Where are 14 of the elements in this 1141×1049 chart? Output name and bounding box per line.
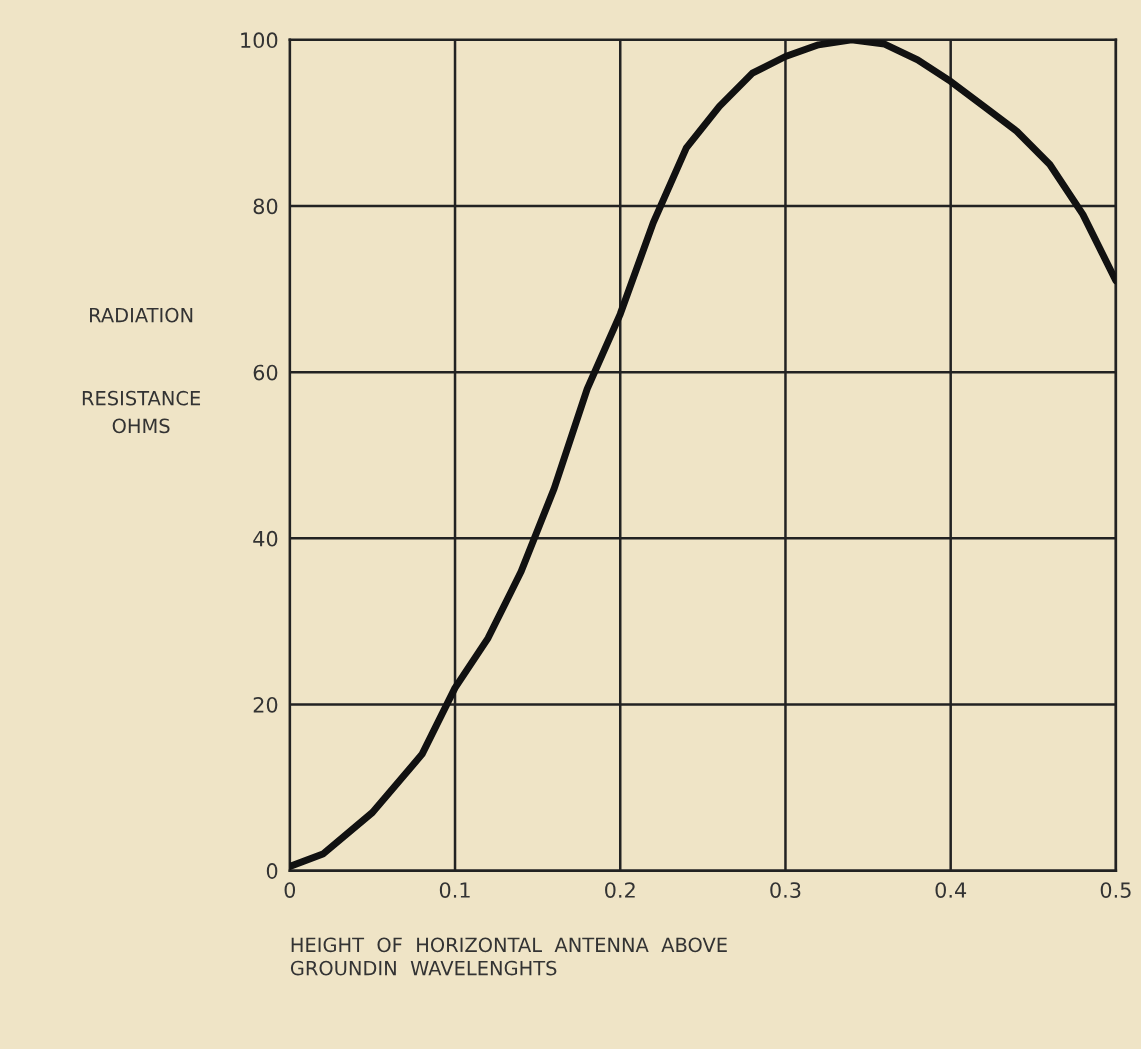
- x-tick-label: 0.4: [935, 882, 967, 898]
- y-tick-label: 60: [253, 364, 278, 381]
- x-tick-label: 0.2: [605, 882, 635, 898]
- y-tick-label: 80: [253, 198, 278, 215]
- y-tick-label: 100: [241, 32, 278, 49]
- y-tick-label: 20: [253, 696, 278, 713]
- x-tick-label: 0.3: [770, 882, 801, 898]
- x-tick-label: 0: [284, 882, 296, 898]
- x-axis-title: HEIGHT OF HORIZONTAL ANTENNA ABOVE GROUNDIN WAVELENGHTS: [290, 937, 727, 976]
- y-tick-label: 40: [253, 530, 278, 547]
- y-tick-label: 0: [266, 863, 278, 879]
- x-tick-label: 0.5: [1100, 882, 1131, 898]
- text: RADIATION RESISTANCE OHMS: [82, 307, 201, 434]
- x-tick-label: 0.1: [439, 882, 470, 898]
